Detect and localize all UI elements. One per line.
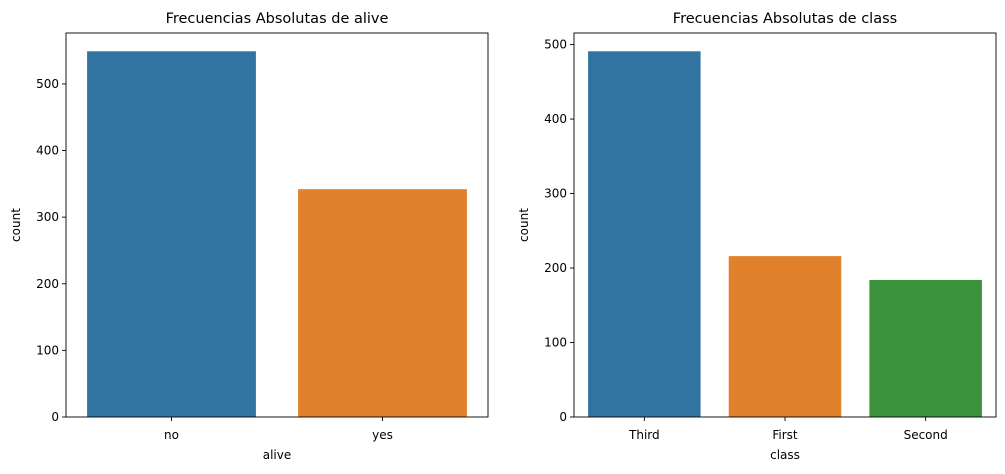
x-tick-label: Second [904, 428, 948, 442]
y-tick-label: 100 [36, 343, 59, 357]
x-tick-label: First [772, 428, 798, 442]
bar-third [588, 51, 701, 417]
x-axis-label: alive [263, 448, 292, 462]
y-tick-label: 100 [544, 336, 567, 350]
y-tick-label: 300 [544, 187, 567, 201]
chart-title: Frecuencias Absolutas de class [673, 11, 897, 27]
y-axis-label: count [9, 208, 23, 242]
chart-class: 0 100 200 300 400 500 Third First Second Frecuenc… [517, 11, 997, 462]
bar-yes [298, 189, 467, 417]
bar-first [728, 256, 842, 417]
bar-no [87, 51, 256, 417]
y-tick-label: 400 [36, 144, 59, 158]
y-tick-label: 500 [36, 77, 59, 91]
chart-alive: 0 100 200 300 400 500 no yes Frecuencias Absolut… [9, 11, 489, 462]
x-tick-label: Third [628, 428, 660, 442]
x-axis-label: class [770, 448, 800, 462]
x-tick-label: no [164, 428, 179, 442]
y-tick-label: 200 [544, 261, 567, 275]
y-tick-label: 500 [544, 38, 567, 52]
bar-second [869, 279, 982, 417]
y-tick-label: 0 [559, 410, 567, 424]
y-axis-label: count [517, 208, 531, 242]
x-tick-label: yes [372, 428, 393, 442]
y-tick-label: 0 [51, 410, 59, 424]
chart-title: Frecuencias Absolutas de alive [166, 11, 389, 27]
y-tick-label: 400 [544, 112, 567, 126]
plot-frame [65, 32, 489, 418]
y-tick-label: 200 [36, 277, 59, 291]
y-tick-label: 300 [36, 210, 59, 224]
